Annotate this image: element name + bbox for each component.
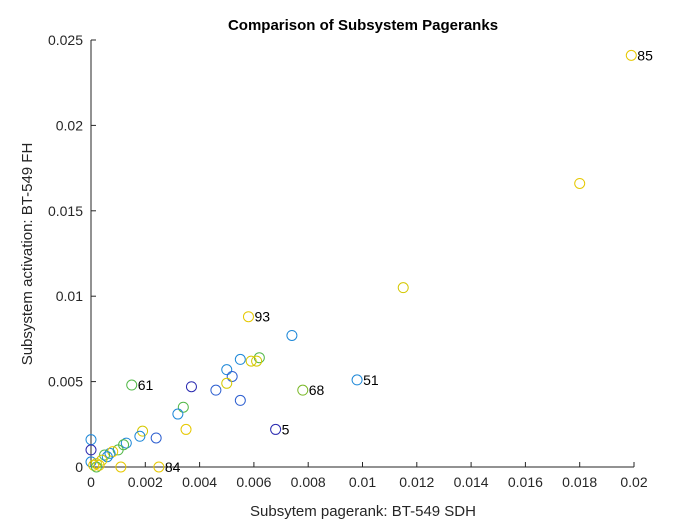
x-tick-label: 0.004	[182, 474, 217, 490]
data-point	[180, 423, 192, 435]
x-axis-label: Subsytem pagerank: BT-549 SDH	[250, 503, 476, 520]
data-point	[242, 311, 254, 323]
y-tick-label: 0	[75, 459, 83, 475]
data-point	[221, 364, 233, 376]
x-tick-label: 0	[87, 474, 95, 490]
y-tick-label: 0.01	[56, 288, 83, 304]
data-point	[96, 454, 108, 466]
x-tick-label: 0.002	[128, 474, 163, 490]
data-point	[90, 461, 102, 473]
data-point	[234, 353, 246, 365]
data-point	[185, 381, 197, 393]
data-point	[137, 425, 149, 437]
x-tick-label: 0.014	[454, 474, 489, 490]
point-label: 5	[282, 421, 290, 437]
data-point	[221, 377, 233, 389]
data-point	[286, 329, 298, 341]
data-point	[93, 459, 105, 471]
data-point	[104, 447, 116, 459]
data-point	[251, 355, 263, 367]
axes: 0 0.002 0.004 0.006 0.008 0.01 0.012 0.014 0.016…	[48, 32, 648, 490]
data-point	[177, 401, 189, 413]
data-point	[115, 461, 127, 473]
data-points	[85, 49, 637, 473]
data-point	[351, 374, 363, 386]
y-tick-label: 0.02	[56, 117, 83, 133]
point-label: 68	[309, 382, 325, 398]
data-point	[90, 458, 102, 470]
data-point	[625, 49, 637, 61]
data-point	[397, 282, 409, 294]
y-tick-label: 0.015	[48, 203, 83, 219]
point-label: 93	[254, 309, 270, 325]
data-point	[99, 449, 111, 461]
y-tick-label: 0.025	[48, 32, 83, 48]
y-tick-label: 0.005	[48, 374, 83, 390]
point-labels: 85 93 51 61 68 5 84	[138, 47, 653, 475]
data-point	[226, 370, 238, 382]
point-label: 61	[138, 377, 154, 393]
point-label: 84	[165, 459, 181, 475]
data-point	[85, 444, 97, 456]
data-point	[245, 355, 257, 367]
data-point	[126, 379, 138, 391]
y-axis-label: Subsystem activation: BT-549 FH	[19, 143, 36, 366]
x-tick-label: 0.01	[349, 474, 376, 490]
x-tick-label: 0.006	[236, 474, 271, 490]
data-point	[297, 384, 309, 396]
point-label: 51	[363, 372, 379, 388]
data-point	[574, 177, 586, 189]
data-point	[101, 451, 113, 463]
x-tick-label: 0.008	[291, 474, 326, 490]
chart-title: Comparison of Subsystem Pageranks	[228, 17, 498, 34]
data-point	[120, 437, 132, 449]
data-point	[134, 430, 146, 442]
data-point	[172, 408, 184, 420]
x-tick-label: 0.016	[508, 474, 543, 490]
data-point	[88, 459, 100, 471]
data-point	[153, 461, 165, 473]
x-tick-label: 0.012	[399, 474, 434, 490]
x-tick-label: 0.02	[620, 474, 647, 490]
data-point	[150, 432, 162, 444]
point-label: 85	[637, 47, 653, 63]
x-tick-label: 0.018	[562, 474, 597, 490]
data-point	[210, 384, 222, 396]
data-point	[270, 423, 282, 435]
data-point	[234, 394, 246, 406]
